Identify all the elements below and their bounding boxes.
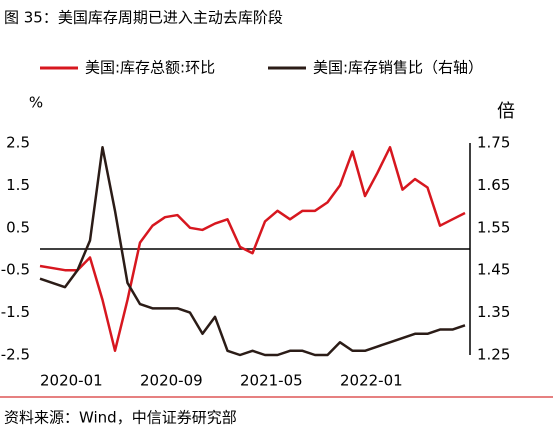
y-tick-label: -2.5 xyxy=(1,346,30,364)
series-line xyxy=(39,145,466,353)
y2-tick-label: 1.65 xyxy=(477,176,510,194)
y-tick-label: 0.5 xyxy=(6,218,30,236)
y2-axis-label: 倍 xyxy=(497,101,515,122)
y2-tick-label: 1.55 xyxy=(477,218,510,236)
legend-label: 美国:库存总额:环比 xyxy=(85,59,215,77)
y-tick-label: 2.5 xyxy=(6,134,30,152)
x-tick-label: 2022-01 xyxy=(340,372,403,390)
source: 资料来源：Wind，中信证券研究部 xyxy=(4,409,237,427)
y2-tick-label: 1.25 xyxy=(477,346,510,364)
series-line xyxy=(39,145,466,357)
x-tick-label: 2020-01 xyxy=(40,372,103,390)
x-tick-label: 2020-09 xyxy=(140,372,203,390)
legend-label: 美国:库存销售比（右轴） xyxy=(313,59,483,77)
y-tick-label: -0.5 xyxy=(1,261,30,279)
y2-tick-label: 1.35 xyxy=(477,303,510,321)
y2-tick-label: 1.75 xyxy=(477,134,510,152)
chart-title: 图 35：美国库存周期已进入主动去库阶段 xyxy=(4,9,283,27)
y-tick-label: -1.5 xyxy=(1,303,30,321)
y-axis-label: % xyxy=(29,94,43,112)
y-tick-label: 1.5 xyxy=(6,176,30,194)
y2-tick-label: 1.45 xyxy=(477,261,510,279)
x-tick-label: 2021-05 xyxy=(240,372,303,390)
